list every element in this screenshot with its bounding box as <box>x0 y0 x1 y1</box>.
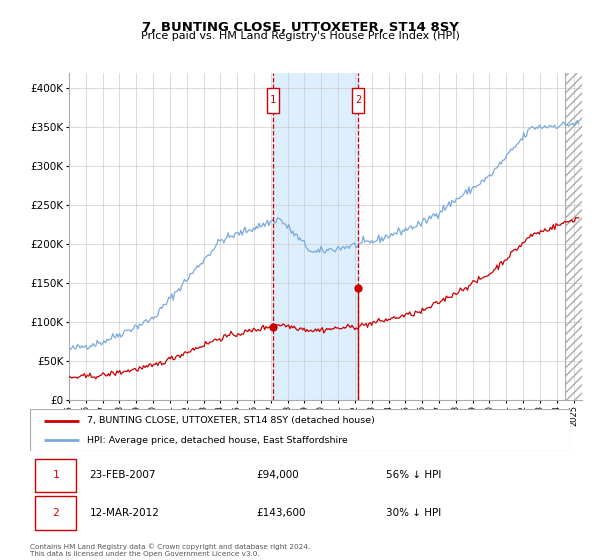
Text: 30% ↓ HPI: 30% ↓ HPI <box>386 508 442 518</box>
Bar <box>565 73 582 400</box>
Text: Contains HM Land Registry data © Crown copyright and database right 2024.
This d: Contains HM Land Registry data © Crown c… <box>30 544 310 557</box>
Text: 1: 1 <box>270 95 277 105</box>
Text: 2: 2 <box>355 95 361 105</box>
FancyBboxPatch shape <box>35 496 76 530</box>
FancyBboxPatch shape <box>268 87 279 113</box>
Text: 56% ↓ HPI: 56% ↓ HPI <box>386 470 442 480</box>
Text: 7, BUNTING CLOSE, UTTOXETER, ST14 8SY: 7, BUNTING CLOSE, UTTOXETER, ST14 8SY <box>142 21 458 34</box>
Text: HPI: Average price, detached house, East Staffordshire: HPI: Average price, detached house, East… <box>86 436 347 445</box>
Text: 7, BUNTING CLOSE, UTTOXETER, ST14 8SY (detached house): 7, BUNTING CLOSE, UTTOXETER, ST14 8SY (d… <box>86 416 374 425</box>
Bar <box>273 73 358 400</box>
Text: £143,600: £143,600 <box>257 508 306 518</box>
Text: Price paid vs. HM Land Registry's House Price Index (HPI): Price paid vs. HM Land Registry's House … <box>140 31 460 41</box>
Text: 2: 2 <box>53 508 59 518</box>
Text: 12-MAR-2012: 12-MAR-2012 <box>89 508 159 518</box>
FancyBboxPatch shape <box>35 459 76 492</box>
FancyBboxPatch shape <box>352 87 364 113</box>
Text: £94,000: £94,000 <box>257 470 299 480</box>
Text: 1: 1 <box>53 470 59 480</box>
Bar <box>565 73 582 400</box>
Text: 23-FEB-2007: 23-FEB-2007 <box>89 470 156 480</box>
